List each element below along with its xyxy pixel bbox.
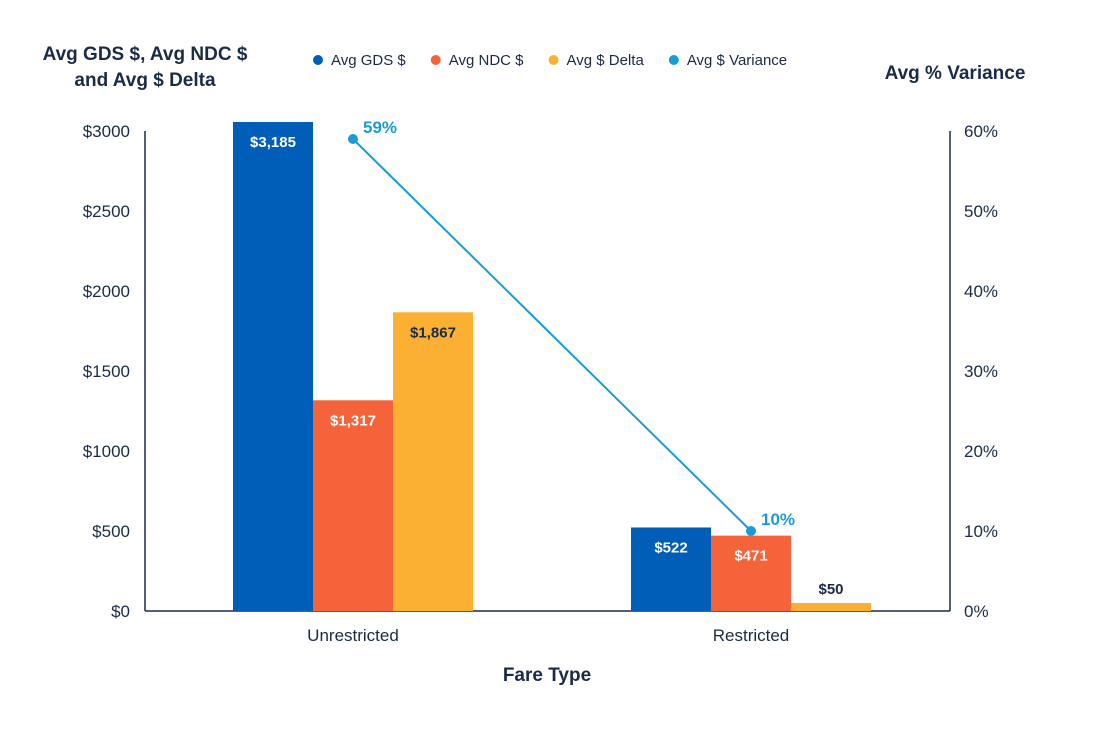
legend-marker	[668, 55, 679, 65]
y-tick-label: $500	[92, 522, 130, 541]
bar-data-label: $1,317	[330, 412, 376, 429]
legend-label: Avg NDC $	[449, 52, 524, 69]
line-point	[746, 526, 756, 536]
legend-marker	[548, 55, 559, 65]
bar	[313, 400, 393, 611]
y-tick-label: $1500	[83, 362, 130, 381]
legend-marker	[313, 55, 323, 65]
line-point	[348, 134, 358, 144]
bar-data-label: $3,185	[250, 134, 296, 151]
bar	[631, 527, 711, 611]
bar-data-label: $50	[818, 581, 843, 598]
bar	[711, 535, 791, 611]
y2-tick-label: 40%	[964, 282, 998, 301]
y2-tick-label: 0%	[964, 602, 989, 621]
y-tick-label: $0	[111, 602, 130, 621]
y2-tick-label: 50%	[964, 202, 998, 221]
legend-label: Avg GDS $	[331, 52, 406, 69]
y-tick-label: $2000	[83, 282, 130, 301]
y2-tick-label: 10%	[964, 522, 998, 541]
y-tick-label: $1000	[83, 442, 130, 461]
y-axis-title: Avg GDS $, Avg NDC $	[43, 44, 248, 65]
x-tick-label: Restricted	[713, 626, 790, 645]
y-tick-label: $2500	[83, 202, 130, 221]
y2-tick-label: 60%	[964, 122, 998, 141]
legend-label: Avg $ Variance	[687, 52, 787, 69]
line-data-label: 59%	[363, 118, 397, 137]
bar	[791, 603, 871, 611]
y2-tick-label: 30%	[964, 362, 998, 381]
bar	[233, 122, 313, 611]
y2-axis-title: Avg % Variance	[885, 63, 1026, 84]
y2-tick-label: 20%	[964, 442, 998, 461]
bar-data-label: $522	[654, 539, 687, 556]
y-axis-title: and Avg $ Delta	[74, 70, 216, 91]
bar-data-label: $471	[734, 548, 767, 565]
legend-label: Avg $ Delta	[567, 52, 645, 69]
x-tick-label: Unrestricted	[307, 626, 399, 645]
bar-data-label: $1,867	[410, 324, 456, 341]
variance-line	[352, 138, 752, 532]
legend-marker	[430, 55, 441, 65]
y-tick-label: $3000	[83, 122, 130, 141]
line-data-label: 10%	[761, 510, 795, 529]
x-axis-title: Fare Type	[503, 665, 591, 686]
bar	[393, 312, 473, 611]
